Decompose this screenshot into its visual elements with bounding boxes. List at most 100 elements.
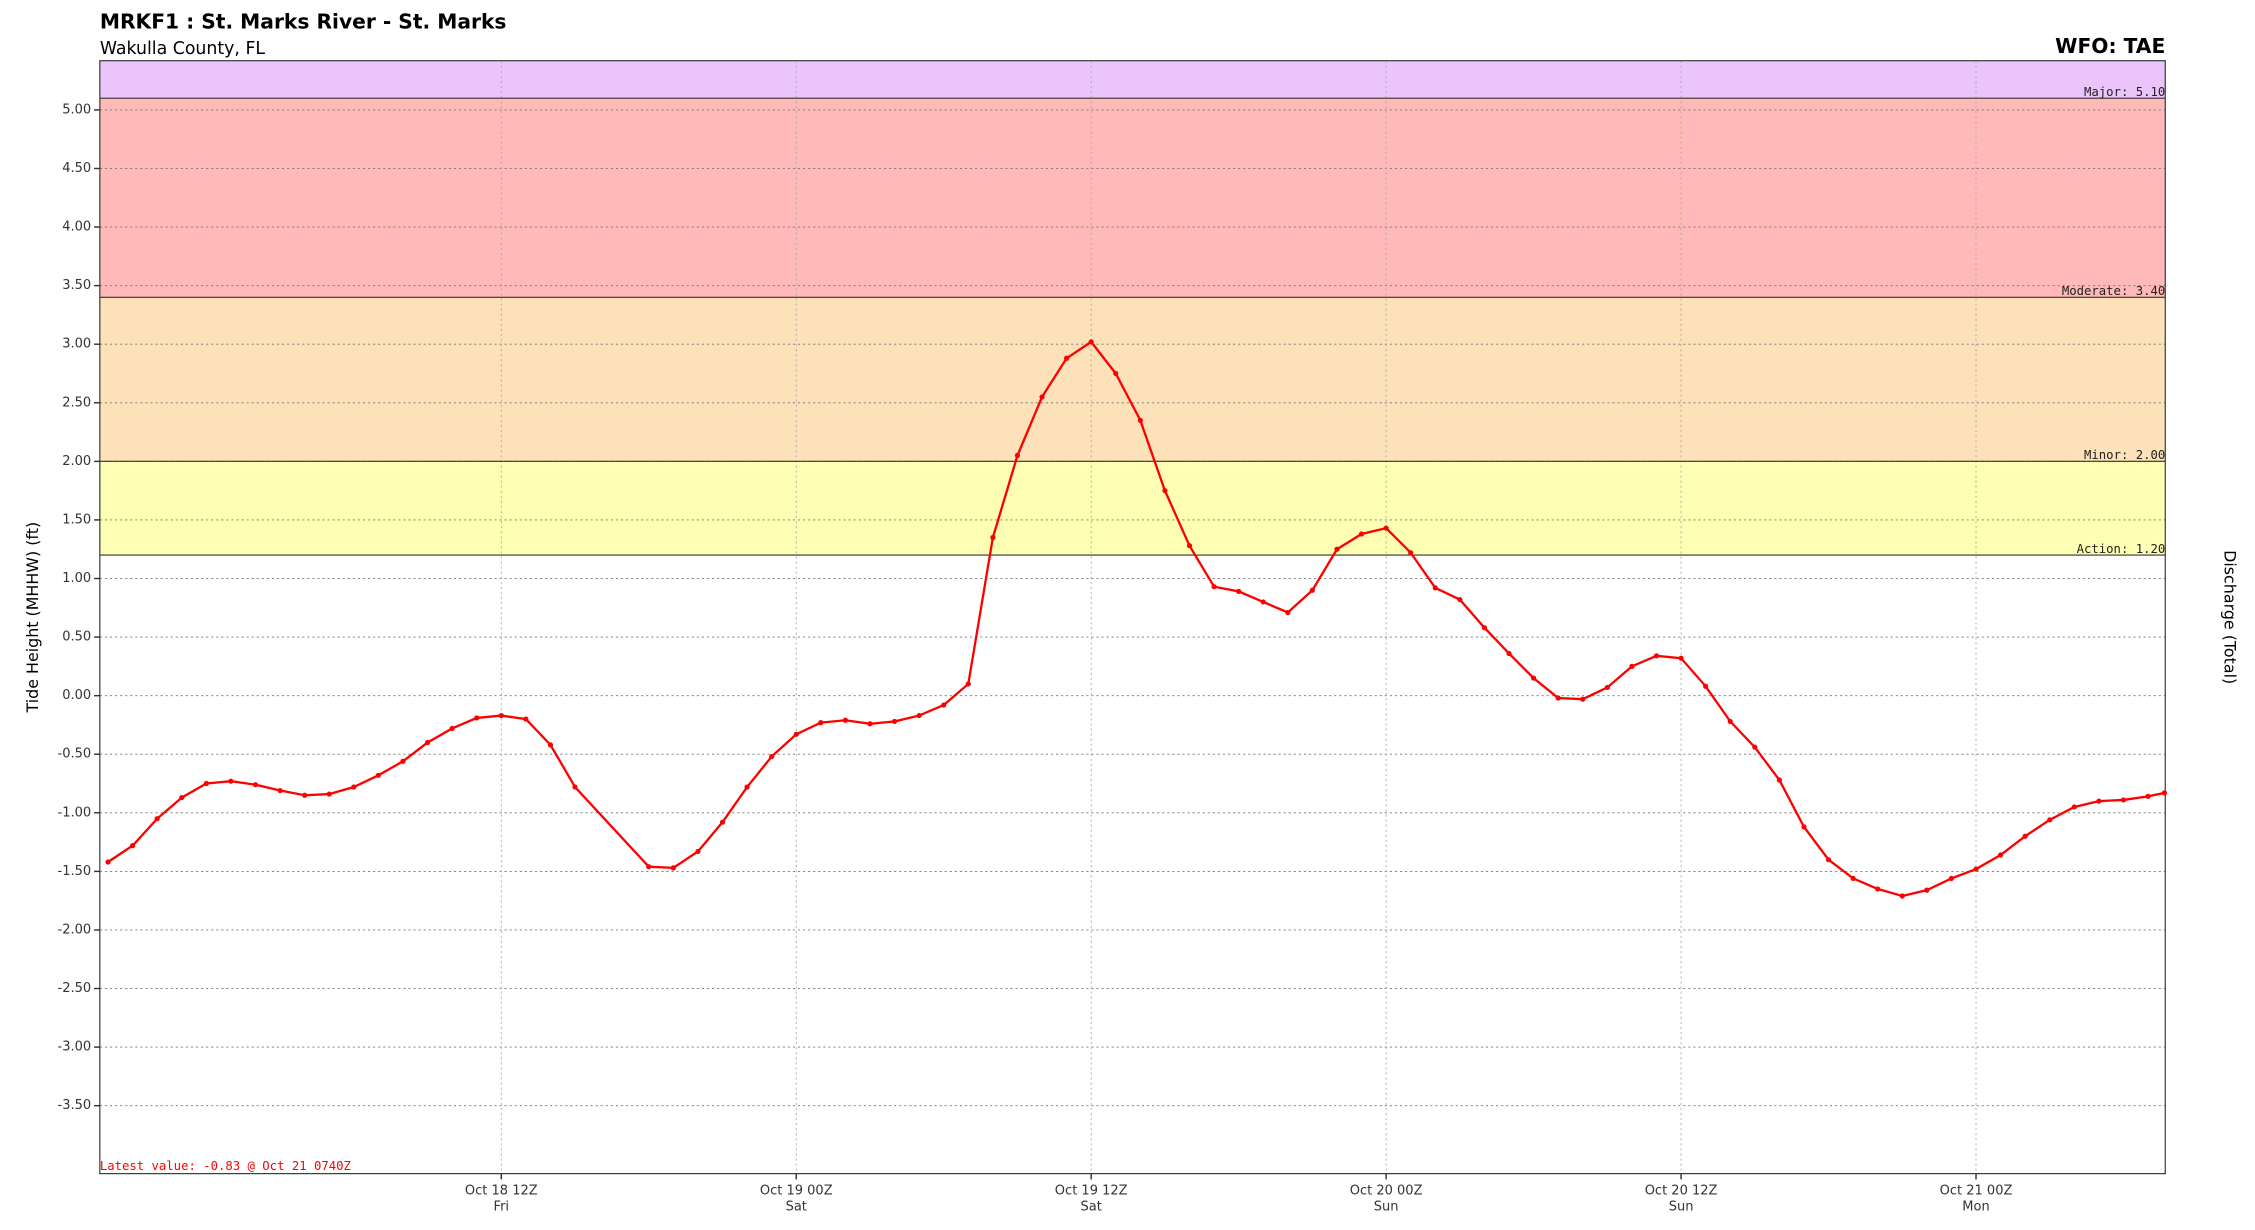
threshold-band <box>99 98 2166 298</box>
y-tick-label: -1.00 <box>58 805 92 820</box>
data-point <box>400 758 406 764</box>
x-tick-label: Oct 19 12Z <box>1055 1183 1128 1198</box>
data-point <box>2120 797 2127 803</box>
data-point <box>1113 370 1119 377</box>
data-point <box>916 712 922 719</box>
data-point <box>1825 857 1832 863</box>
data-point <box>1629 663 1635 669</box>
x-tick-label: Oct 20 12Z <box>1645 1183 1718 1198</box>
data-point <box>498 712 504 719</box>
data-point <box>1309 587 1315 593</box>
data-point <box>1236 588 1242 594</box>
y-tick-label: 0.50 <box>62 630 91 645</box>
data-point <box>2047 817 2053 823</box>
data-point <box>1703 683 1709 689</box>
data-point <box>302 792 308 798</box>
data-point <box>1358 531 1365 537</box>
data-point <box>2071 804 2077 810</box>
y-tick-label: -2.00 <box>58 922 92 937</box>
x-tick-day: Sun <box>1669 1199 1694 1214</box>
x-tick-label: Oct 19 00Z <box>760 1183 833 1198</box>
data-point <box>1997 852 2004 858</box>
data-point <box>228 778 234 784</box>
y-tick-label: 1.50 <box>62 512 91 527</box>
data-point <box>1801 824 1807 830</box>
data-point <box>1064 355 1070 361</box>
chart-title: MRKF1 : St. Marks River - St. Marks <box>100 10 507 34</box>
data-point <box>1260 599 1266 605</box>
x-tick-day: Mon <box>1962 1199 1989 1214</box>
data-point <box>523 716 529 722</box>
y-tick-label: 4.50 <box>62 161 91 176</box>
y2-axis-label: Discharge (Total) <box>2220 550 2239 684</box>
data-point <box>1457 596 1463 603</box>
x-tick-day: Sat <box>786 1199 807 1214</box>
data-point <box>203 780 209 787</box>
data-point <box>842 717 849 723</box>
data-point <box>326 791 332 797</box>
data-point <box>1850 875 1856 882</box>
data-point <box>1727 718 1733 725</box>
x-tick-day: Sat <box>1081 1199 1102 1214</box>
data-point <box>818 720 824 726</box>
threshold-band <box>99 297 2166 462</box>
data-point <box>474 715 480 721</box>
data-point <box>449 725 455 732</box>
data-point <box>719 819 726 825</box>
data-point <box>572 784 578 790</box>
data-point <box>1776 777 1782 783</box>
threshold-band <box>99 461 2166 556</box>
data-point <box>793 731 799 737</box>
office: WFO: TAE <box>2055 34 2165 58</box>
y-tick-label: 1.00 <box>62 571 91 586</box>
data-point <box>1088 339 1094 345</box>
y-tick-label: 4.00 <box>62 220 91 235</box>
data-point <box>965 681 971 687</box>
data-point <box>1924 887 1930 893</box>
data-point <box>990 534 996 541</box>
data-point <box>2161 790 2168 796</box>
y-tick-label: -3.50 <box>58 1098 92 1113</box>
data-point <box>375 772 382 778</box>
data-point <box>2145 793 2151 800</box>
data-point <box>1334 546 1340 552</box>
data-point <box>1604 684 1610 691</box>
data-point <box>1948 875 1955 882</box>
data-point <box>1211 584 1217 590</box>
data-point <box>424 739 431 746</box>
data-point <box>867 721 873 727</box>
data-point <box>154 816 160 822</box>
data-point <box>1555 695 1561 701</box>
y-tick-label: 3.50 <box>62 278 91 293</box>
data-point <box>351 784 357 790</box>
x-tick-day: Sun <box>1374 1199 1399 1214</box>
data-point <box>547 742 554 748</box>
data-point <box>105 859 111 865</box>
y-tick-label: -2.50 <box>58 981 92 996</box>
data-point <box>1383 525 1389 531</box>
data-point <box>891 718 898 725</box>
data-point <box>1039 394 1045 400</box>
data-point <box>1432 585 1438 591</box>
data-point <box>1653 653 1660 659</box>
data-point <box>1137 417 1143 423</box>
threshold-label: Minor: 2.00 <box>2084 448 2165 462</box>
data-point <box>1285 609 1291 616</box>
y-tick-label: -1.50 <box>58 864 92 879</box>
data-point <box>2022 833 2028 839</box>
data-point <box>1678 655 1684 661</box>
data-point <box>1752 744 1758 750</box>
threshold-label: Action: 1.20 <box>2077 542 2166 556</box>
data-point <box>2096 798 2102 804</box>
data-point <box>1506 650 1512 657</box>
annotation: Latest value: -0.83 @ Oct 21 0740Z <box>100 1159 351 1173</box>
data-point <box>130 843 136 849</box>
data-point <box>1162 488 1168 494</box>
x-tick-label: Oct 21 00Z <box>1940 1183 2013 1198</box>
threshold-label: Moderate: 3.40 <box>2062 284 2165 298</box>
y-tick-label: -0.50 <box>58 747 92 762</box>
data-point <box>1899 893 1905 899</box>
chart-subtitle: Wakulla County, FL <box>100 39 266 59</box>
y-tick-label: 0.00 <box>62 688 91 703</box>
